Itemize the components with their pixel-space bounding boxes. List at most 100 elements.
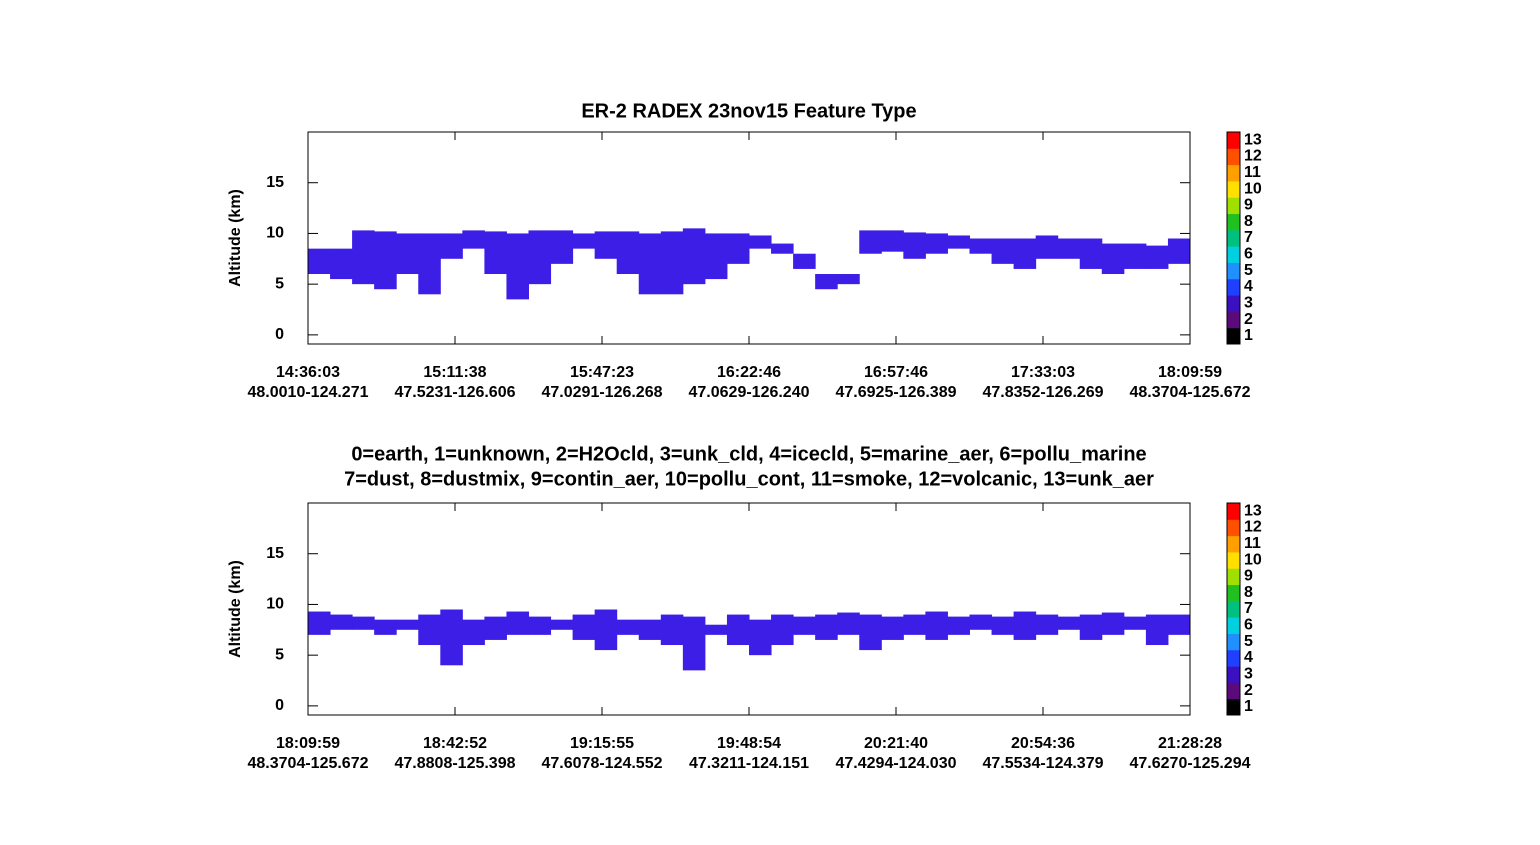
- x-tick-location: 47.6078-124.552: [542, 755, 663, 772]
- feature-column: [815, 614, 838, 640]
- x-tick-label: 18:09:59: [276, 735, 340, 752]
- colorbar-label: 12: [1244, 148, 1262, 165]
- y-tick-label: 0: [275, 697, 284, 714]
- colorbar-frame: [1226, 131, 1241, 345]
- colorbar-label: 11: [1244, 535, 1261, 552]
- plot-frame: [307, 502, 1191, 716]
- x-tick-location: 48.3704-125.672: [1130, 384, 1251, 401]
- x-tick-location: 47.8352-126.269: [983, 384, 1104, 401]
- x-tick-label: 16:57:46: [864, 364, 928, 381]
- feature-column: [440, 233, 463, 259]
- feature-column: [837, 274, 860, 285]
- feature-column: [440, 609, 463, 666]
- feature-column: [991, 616, 1015, 635]
- feature-column: [1101, 612, 1125, 635]
- feature-column: [550, 619, 574, 630]
- feature-column: [793, 616, 816, 635]
- feature-column: [572, 614, 596, 640]
- feature-column: [1035, 235, 1059, 259]
- feature-column: [726, 233, 750, 264]
- y-tick-label: 5: [275, 275, 284, 292]
- feature-column: [528, 616, 552, 635]
- feature-column: [704, 233, 728, 280]
- feature-column: [1013, 238, 1037, 269]
- colorbar-cell: [1227, 229, 1240, 247]
- colorbar-cell: [1227, 197, 1240, 215]
- colorbar-label: 9: [1244, 568, 1253, 585]
- x-tick-location: 47.6270-125.294: [1130, 755, 1251, 772]
- feature-column: [1123, 243, 1147, 269]
- colorbar-cell: [1227, 503, 1240, 520]
- feature-column: [616, 231, 640, 275]
- colorbar-cell: [1227, 213, 1240, 231]
- feature-column: [1167, 614, 1191, 635]
- feature-column: [660, 614, 684, 646]
- colorbar-cell: [1227, 698, 1240, 716]
- colorbar-cell: [1227, 519, 1240, 537]
- x-tick-label: 19:48:54: [717, 735, 781, 752]
- colorbar-label: 13: [1244, 131, 1262, 148]
- feature-column: [506, 233, 529, 300]
- feature-column: [638, 619, 662, 640]
- colorbar-cell: [1227, 164, 1240, 182]
- title: ER-2 RADEX 23nov15 Feature Type: [581, 100, 916, 122]
- x-tick-label: 18:09:59: [1158, 364, 1222, 381]
- colorbar-cell: [1227, 666, 1240, 683]
- feature-column: [506, 611, 529, 635]
- feature-column: [1079, 238, 1103, 269]
- feature-column: [594, 231, 618, 259]
- x-tick-location: 47.3211-124.151: [689, 755, 809, 772]
- feature-column: [1035, 614, 1059, 635]
- x-tick-location: 47.8808-125.398: [395, 755, 516, 772]
- feature-column: [462, 619, 485, 646]
- colorbar-cell: [1227, 278, 1240, 296]
- feature-column: [947, 616, 970, 635]
- feature-column: [859, 614, 882, 651]
- colorbar-label: 10: [1244, 551, 1262, 568]
- colorbar-label: 1: [1244, 698, 1253, 715]
- feature-column: [374, 619, 397, 635]
- feature-column: [704, 624, 728, 635]
- colorbar-label: 9: [1244, 197, 1253, 214]
- y-tick-label: 15: [266, 545, 284, 562]
- feature-column: [815, 274, 838, 290]
- colorbar-label: 3: [1244, 665, 1253, 682]
- feature-column: [1145, 245, 1169, 269]
- x-tick-location: 47.6925-126.389: [836, 384, 957, 401]
- y-tick-label: 10: [266, 596, 284, 613]
- feature-column: [1101, 243, 1125, 275]
- feature-column: [837, 612, 860, 635]
- x-tick-location: 48.3704-125.672: [248, 755, 369, 772]
- colorbar-cell: [1227, 311, 1240, 329]
- feature-column: [308, 248, 331, 275]
- feature-column: [616, 619, 640, 635]
- feature-column: [682, 228, 706, 285]
- colorbar-cell: [1227, 584, 1240, 602]
- colorbar-label: 4: [1244, 649, 1253, 666]
- x-tick-label: 19:15:55: [570, 735, 634, 752]
- colorbar-cell: [1227, 535, 1240, 553]
- feature-column: [947, 235, 970, 249]
- feature-column: [1057, 616, 1081, 630]
- x-tick-label: 20:54:36: [1011, 735, 1075, 752]
- colorbar-cell: [1227, 180, 1240, 198]
- colorbar-label: 6: [1244, 246, 1253, 263]
- feature-column: [528, 230, 552, 285]
- y-axis-label: Altitude (km): [227, 189, 244, 287]
- feature-column: [969, 238, 993, 254]
- x-tick-label: 15:11:38: [423, 364, 486, 381]
- feature-column: [594, 609, 618, 651]
- feature-column: [771, 243, 794, 254]
- y-tick-label: 0: [275, 326, 284, 343]
- feature-column: [771, 614, 794, 646]
- feature-column: [1013, 611, 1037, 640]
- feature-column: [418, 233, 441, 295]
- feature-column: [925, 233, 948, 254]
- feature-column: [925, 611, 948, 640]
- feature-column: [374, 231, 397, 290]
- colorbar-label: 7: [1244, 600, 1253, 617]
- colorbar-cell: [1227, 568, 1240, 586]
- colorbar-cell: [1227, 327, 1240, 345]
- colorbar-label: 13: [1244, 502, 1262, 519]
